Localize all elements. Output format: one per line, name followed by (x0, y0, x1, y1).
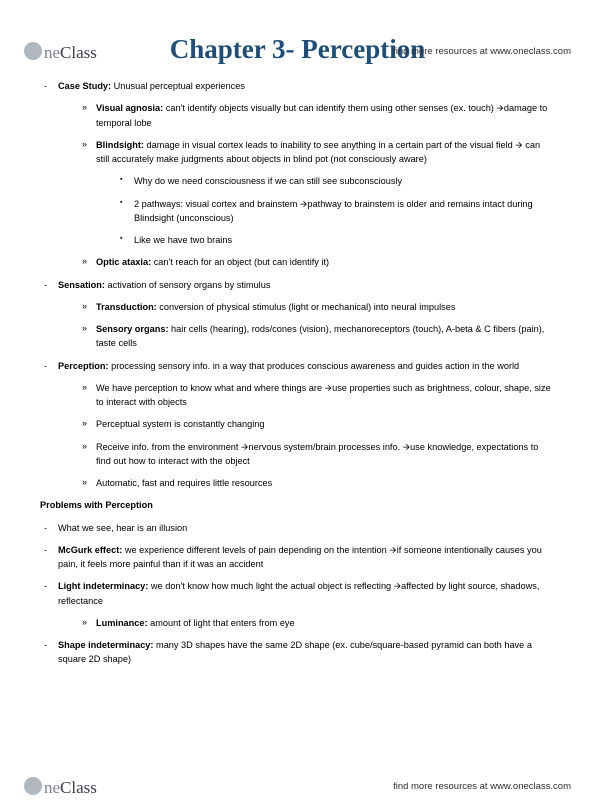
header-tagline: find more resources at www.oneclass.com (393, 46, 571, 57)
term: Perception: (58, 361, 109, 371)
logo-circle-icon (24, 777, 42, 795)
page-footer: ne Class find more resources at www.onec… (0, 769, 595, 804)
text: We have perception to know what and wher… (96, 383, 551, 407)
sub-list: Luminance: amount of light that enters f… (58, 616, 555, 630)
list-item: Case Study: Unusual perceptual experienc… (44, 79, 555, 270)
text: Perceptual system is constantly changing (96, 419, 265, 429)
definition: can't identify objects visually but can … (96, 103, 547, 127)
list-item: McGurk effect: we experience different l… (44, 543, 555, 572)
logo-text-one: ne (44, 778, 60, 798)
text: What we see, hear is an illusion (58, 523, 187, 533)
definition: processing sensory info. in a way that p… (109, 361, 520, 371)
list-item: We have perception to know what and wher… (82, 381, 555, 410)
text: Like we have two brains (134, 235, 232, 245)
definition: we experience different levels of pain d… (58, 545, 542, 569)
list-item: Like we have two brains (120, 233, 555, 247)
list-item: Automatic, fast and requires little reso… (82, 476, 555, 490)
footer-tagline: find more resources at www.oneclass.com (393, 781, 571, 792)
document-body: Case Study: Unusual perceptual experienc… (40, 79, 555, 667)
list-item: Why do we need consciousness if we can s… (120, 174, 555, 188)
list-item: Sensory organs: hair cells (hearing), ro… (82, 322, 555, 351)
brand-logo: ne Class (24, 775, 97, 798)
list-item: Perceptual system is constantly changing (82, 417, 555, 431)
text: Why do we need consciousness if we can s… (134, 176, 402, 186)
term: Shape indeterminacy: (58, 640, 153, 650)
list-item: Shape indeterminacy: many 3D shapes have… (44, 638, 555, 667)
sub-list: We have perception to know what and wher… (58, 381, 555, 491)
term: Optic ataxia: (96, 257, 151, 267)
list-item: Light indeterminacy: we don't know how m… (44, 579, 555, 630)
sub-list: Transduction: conversion of physical sti… (58, 300, 555, 351)
sub2-list: Why do we need consciousness if we can s… (96, 174, 555, 247)
main-list: Case Study: Unusual perceptual experienc… (40, 79, 555, 490)
section-heading: Problems with Perception (40, 498, 555, 512)
definition: activation of sensory organs by stimulus (105, 280, 270, 290)
logo-text-one: ne (44, 43, 60, 63)
term: Blindsight: (96, 140, 144, 150)
list-item: Luminance: amount of light that enters f… (82, 616, 555, 630)
list-item: Blindsight: damage in visual cortex lead… (82, 138, 555, 248)
list-item: Sensation: activation of sensory organs … (44, 278, 555, 351)
term: Sensory organs: (96, 324, 169, 334)
page-header: ne Class find more resources at www.onec… (0, 34, 595, 69)
list-item: Receive info. from the environment 🡪nerv… (82, 440, 555, 469)
text: Receive info. from the environment 🡪nerv… (96, 442, 538, 466)
definition: conversion of physical stimulus (light o… (157, 302, 456, 312)
list-item: 2 pathways: visual cortex and brainstem … (120, 197, 555, 226)
term: McGurk effect: (58, 545, 122, 555)
text: Automatic, fast and requires little reso… (96, 478, 272, 488)
list-item: Visual agnosia: can't identify objects v… (82, 101, 555, 130)
term: Case Study: (58, 81, 111, 91)
list-item: Transduction: conversion of physical sti… (82, 300, 555, 314)
document-page: ne Class find more resources at www.onec… (0, 34, 595, 804)
brand-logo: ne Class (24, 40, 97, 63)
definition: Unusual perceptual experiences (111, 81, 245, 91)
term: Sensation: (58, 280, 105, 290)
term: Light indeterminacy: (58, 581, 148, 591)
list-item: Perception: processing sensory info. in … (44, 359, 555, 491)
logo-text-class: Class (60, 778, 97, 798)
logo-text-class: Class (60, 43, 97, 63)
term: Visual agnosia: (96, 103, 163, 113)
sub-list: Visual agnosia: can't identify objects v… (58, 101, 555, 269)
definition: can't reach for an object (but can ident… (151, 257, 329, 267)
definition: damage in visual cortex leads to inabili… (96, 140, 540, 164)
text: 2 pathways: visual cortex and brainstem … (134, 199, 533, 223)
term: Transduction: (96, 302, 157, 312)
list-item: Optic ataxia: can't reach for an object … (82, 255, 555, 269)
logo-circle-icon (24, 42, 42, 60)
problems-list: What we see, hear is an illusion McGurk … (40, 521, 555, 667)
definition: amount of light that enters from eye (148, 618, 295, 628)
list-item: What we see, hear is an illusion (44, 521, 555, 535)
term: Luminance: (96, 618, 148, 628)
